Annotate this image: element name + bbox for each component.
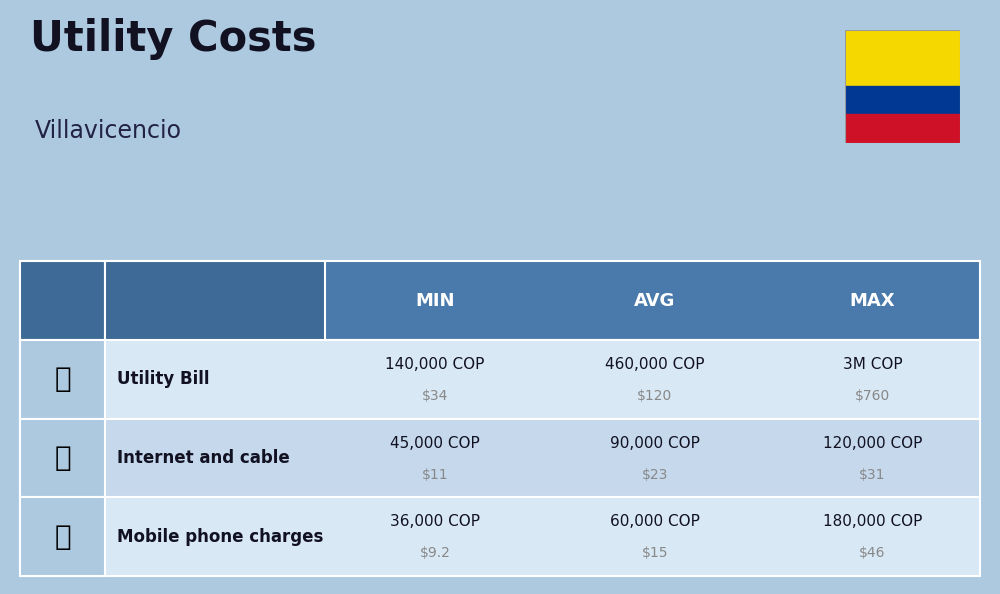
Text: Villavicencio: Villavicencio — [35, 119, 182, 143]
Text: 60,000 COP: 60,000 COP — [610, 514, 700, 529]
Text: $120: $120 — [637, 389, 673, 403]
Text: $23: $23 — [642, 467, 668, 482]
Text: $46: $46 — [859, 546, 886, 561]
Text: 120,000 COP: 120,000 COP — [823, 436, 922, 451]
Bar — [20, 261, 105, 340]
Bar — [20, 340, 980, 419]
Text: 140,000 COP: 140,000 COP — [385, 357, 485, 372]
Text: $15: $15 — [642, 546, 668, 561]
Text: 180,000 COP: 180,000 COP — [823, 514, 922, 529]
Text: 90,000 COP: 90,000 COP — [610, 436, 700, 451]
Text: Utility Bill: Utility Bill — [117, 371, 210, 388]
Bar — [20, 419, 105, 497]
Text: MAX: MAX — [850, 292, 895, 309]
Text: 460,000 COP: 460,000 COP — [605, 357, 705, 372]
Text: $760: $760 — [855, 389, 890, 403]
Text: Mobile phone charges: Mobile phone charges — [117, 528, 323, 546]
Bar — [105, 261, 325, 340]
Text: 📶: 📶 — [54, 444, 71, 472]
Text: Internet and cable: Internet and cable — [117, 449, 290, 467]
Bar — [20, 340, 105, 419]
Bar — [845, 30, 960, 86]
Text: $31: $31 — [859, 467, 886, 482]
Text: 🔌: 🔌 — [54, 365, 71, 393]
Text: 36,000 COP: 36,000 COP — [390, 514, 480, 529]
Bar — [20, 498, 980, 576]
Bar — [20, 261, 980, 340]
Bar — [20, 419, 980, 497]
Bar — [845, 115, 960, 143]
Text: MIN: MIN — [415, 292, 455, 309]
Text: $9.2: $9.2 — [420, 546, 450, 561]
Text: $34: $34 — [422, 389, 448, 403]
Text: 📱: 📱 — [54, 523, 71, 551]
Bar — [20, 498, 105, 576]
Text: 3M COP: 3M COP — [843, 357, 902, 372]
Bar — [845, 86, 960, 115]
Text: AVG: AVG — [634, 292, 676, 309]
Text: Utility Costs: Utility Costs — [30, 18, 316, 60]
Text: $11: $11 — [422, 467, 448, 482]
Text: 45,000 COP: 45,000 COP — [390, 436, 480, 451]
